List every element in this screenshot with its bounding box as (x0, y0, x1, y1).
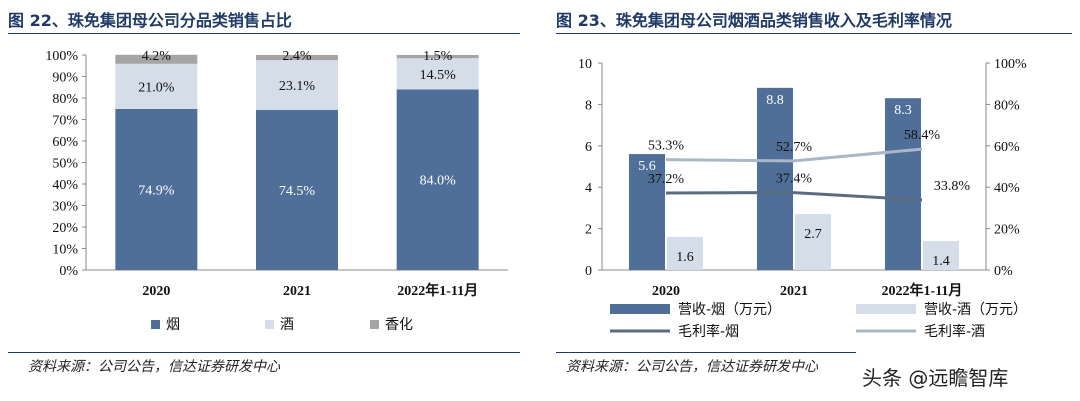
bar-segment (256, 60, 338, 110)
left-y-tick-label: 0 (585, 264, 592, 279)
data-label: 23.1% (279, 79, 316, 94)
legend-label: 毛利率-酒 (924, 323, 985, 340)
x-tick-label: 2021 (283, 284, 311, 299)
left-chart-title: 图 22、珠免集团母公司分品类销售占比 (8, 11, 292, 30)
left-y-tick-label: 8 (585, 98, 592, 113)
x-tick-label: 2020 (142, 284, 170, 299)
legend-swatch (370, 320, 379, 329)
legend-swatch (610, 304, 670, 314)
bar-segment (396, 58, 479, 90)
right-bar-line-chart: 02468100%20%40%60%80%100%5.61.620208.82.… (578, 57, 1027, 340)
bar-data-label: 5.6 (638, 159, 656, 174)
y-tick-label: 70% (52, 114, 78, 129)
bar-segment (396, 55, 479, 59)
right-source-rule (556, 352, 856, 353)
x-tick-label: 2022年1-11月 (882, 282, 963, 299)
series-line (665, 147, 923, 163)
bar-segment (396, 89, 479, 271)
bar (757, 87, 793, 270)
data-label: 74.5% (279, 184, 316, 199)
legend-swatch (265, 320, 274, 329)
x-tick-label: 2021 (780, 284, 808, 299)
legend-swatch (151, 320, 160, 329)
bar-segment (115, 108, 198, 270)
legend-swatch (856, 304, 916, 314)
bar (629, 154, 665, 270)
y-tick-label: 60% (52, 135, 78, 150)
x-tick-label: 2022年1-11月 (397, 282, 478, 299)
y-tick-label: 50% (52, 157, 78, 172)
bar-data-label: 1.6 (676, 250, 694, 265)
legend-label: 营收-酒（万元） (924, 302, 1027, 318)
right-y-tick-label: 20% (994, 223, 1020, 238)
line-data-label: 53.3% (648, 139, 685, 154)
bar (795, 214, 831, 270)
bar-data-label: 2.7 (804, 227, 822, 242)
data-label: 1.5% (423, 49, 453, 64)
bar-segment (115, 63, 198, 109)
data-label: 14.5% (420, 68, 457, 83)
left-title-rule (8, 33, 520, 34)
data-label: 84.0% (420, 174, 457, 189)
y-tick-label: 0% (59, 264, 78, 279)
bar-data-label: 8.8 (766, 93, 784, 108)
line-data-label: 58.4% (904, 128, 941, 143)
bar-data-label: 1.4 (932, 254, 950, 269)
left-source: 资料来源：公司公告，信达证券研发中心 (28, 359, 280, 375)
y-tick-label: 10% (52, 243, 78, 258)
left-y-tick-label: 6 (585, 140, 592, 155)
data-label: 2.4% (282, 49, 312, 64)
right-panel: 图 23、珠免集团母公司烟酒品类销售收入及毛利率情况 0 2 4 6 8 10 0% 20% 4… (556, 0, 1076, 401)
right-y-tick-label: 0% (994, 264, 1013, 279)
x-tick-label: 2020 (652, 284, 680, 299)
y-tick-label: 30% (52, 200, 78, 215)
y-tick-label: 80% (52, 92, 78, 107)
legend-label: 酒 (280, 317, 294, 333)
line-data-label: 52.7% (776, 140, 813, 155)
left-y-tick-label: 10 (578, 57, 592, 72)
right-y-tick-label: 40% (994, 181, 1020, 196)
right-source: 资料来源：公司公告，信达证券研发中心 (566, 359, 818, 375)
right-chart-title: 图 23、珠免集团母公司烟酒品类销售收入及毛利率情况 (556, 11, 952, 30)
bar-segment (256, 109, 338, 270)
bar-data-label: 8.3 (894, 103, 912, 118)
right-y-tick-label: 60% (994, 140, 1020, 155)
left-source-rule (8, 352, 520, 353)
left-y-tick-label: 2 (585, 223, 592, 238)
bar-segment (256, 55, 338, 61)
left-y-tick-label: 4 (585, 181, 592, 196)
data-label: 21.0% (138, 80, 175, 95)
legend-label: 营收-烟（万元） (678, 302, 781, 318)
bar (885, 98, 921, 270)
data-label: 4.2% (142, 49, 172, 64)
y-tick-label: 100% (45, 49, 78, 64)
line-data-label: 33.8% (934, 179, 971, 194)
y-tick-label: 40% (52, 178, 78, 193)
left-panel: 图 22、珠免集团母公司分品类销售占比 0% 10% 20% 30% 40% 50% 60%… (8, 0, 528, 401)
legend-label: 烟 (166, 317, 180, 333)
right-y-tick-label: 80% (994, 98, 1020, 113)
left-stacked-bar-chart: 0% 10% 20% 30% 40% 50% 60% 70% 80% 90% 100% 74.9% 21… (45, 49, 508, 333)
bar (667, 236, 703, 270)
data-label: 74.9% (138, 183, 175, 198)
right-title-rule (556, 33, 1072, 34)
legend-label: 香化 (385, 317, 413, 333)
bar-segment (115, 54, 198, 64)
bar (923, 241, 959, 270)
y-tick-label: 90% (52, 71, 78, 86)
series-line (665, 191, 923, 202)
line-data-label: 37.2% (648, 172, 685, 187)
right-y-tick-label: 100% (994, 57, 1027, 72)
watermark: 头条 @远瞻智库 (862, 366, 1009, 390)
legend-label: 毛利率-烟 (678, 323, 739, 340)
line-data-label: 37.4% (776, 172, 813, 187)
y-tick-label: 20% (52, 221, 78, 236)
